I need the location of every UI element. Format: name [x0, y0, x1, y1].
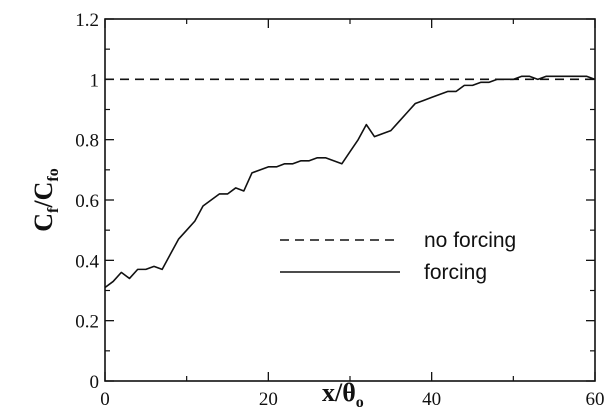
- x-axis-title-subscript: o: [356, 394, 364, 408]
- y-axis-title-sub-2: fo: [45, 168, 62, 181]
- x-axis-title: x/θo: [322, 378, 364, 408]
- y-tick-label: 0.6: [75, 191, 99, 212]
- y-axis-title: Cf/Cfo: [29, 168, 62, 231]
- y-tick-label: 0.2: [75, 312, 99, 333]
- x-tick-label: 0: [100, 389, 110, 408]
- series-line-forcing: [104, 75, 596, 289]
- y-axis-title-main-2: C: [29, 182, 58, 201]
- tick-labels: 0 20 40 60 0 0.2 0.4 0.6 0.8 1 1.2: [75, 10, 604, 408]
- x-axis-title-main: x/θ: [322, 378, 356, 407]
- y-axis-title-slash: /: [29, 200, 58, 209]
- x-tick-label: 20: [259, 389, 278, 408]
- legend-label-forcing: forcing: [424, 261, 487, 284]
- y-axis-title-sub-1: f: [45, 207, 62, 213]
- y-axis-title-main-1: C: [29, 213, 58, 232]
- x-tick-label: 40: [422, 389, 441, 408]
- series-layer: [104, 75, 596, 289]
- y-tick-label: 0.8: [75, 131, 99, 152]
- legend: no forcing forcing: [280, 229, 516, 284]
- plot-frame: [104, 18, 596, 382]
- y-tick-label: 0.4: [75, 251, 99, 272]
- y-tick-label: 1: [90, 70, 100, 91]
- x-tick-label: 60: [586, 389, 605, 408]
- legend-label-no-forcing: no forcing: [424, 229, 516, 252]
- y-tick-label: 0: [90, 372, 100, 393]
- y-tick-label: 1.2: [75, 10, 99, 31]
- axis-ticks: [104, 18, 596, 382]
